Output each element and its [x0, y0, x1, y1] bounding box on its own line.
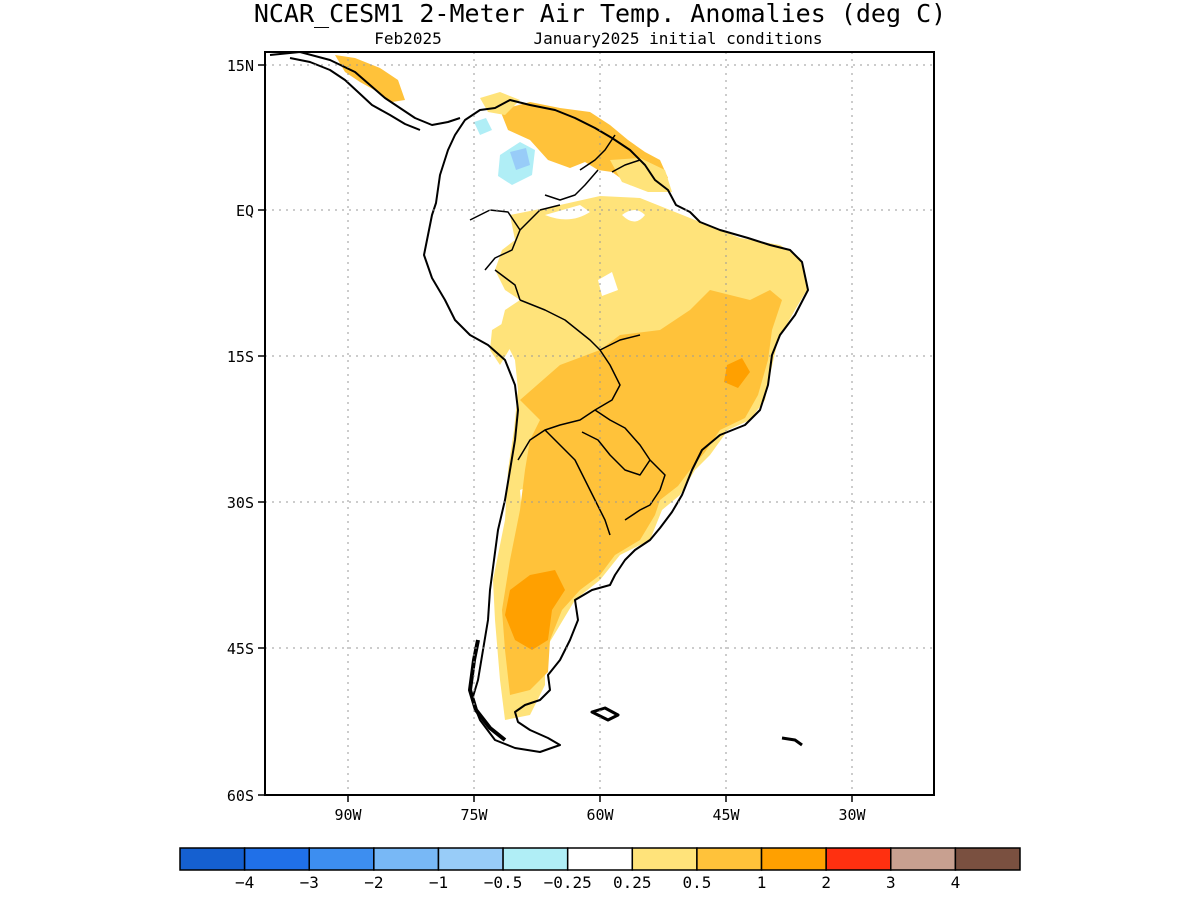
colorbar-label: −2	[364, 873, 383, 892]
latitude-labels: 15N EQ 15S 30S 45S 60S	[227, 57, 254, 805]
colorbar-label: 1	[757, 873, 767, 892]
colorbar-label: 2	[821, 873, 831, 892]
anomaly-shading	[335, 55, 808, 720]
colorbar-swatch	[243, 847, 310, 871]
colorbar-swatch	[437, 847, 504, 871]
colorbar-swatch	[308, 847, 375, 871]
grid-lines	[265, 52, 934, 795]
anomaly-region-dark-orange	[505, 570, 565, 650]
anomaly-gap	[598, 272, 618, 296]
colorbar-label: −3	[300, 873, 319, 892]
anomaly-region-orange	[502, 290, 782, 695]
lon-tick-label: 30W	[838, 806, 866, 824]
anomaly-gap	[622, 210, 645, 222]
colorbar-label: 3	[886, 873, 896, 892]
colorbar-swatch	[631, 847, 698, 871]
colorbar-label: 0.25	[613, 873, 652, 892]
anomaly-region-light-yellow	[490, 322, 512, 365]
colorbar-labels: −4 −3 −2 −1 −0.5 −0.25 0.25 0.5 1 2 3 4	[235, 873, 960, 892]
colorbar-swatch	[890, 847, 957, 871]
colorbar-swatch	[954, 847, 1021, 871]
colorbar-label: −0.25	[544, 873, 592, 892]
colorbar-swatch	[696, 847, 763, 871]
forecast-month: Feb2025	[374, 29, 441, 48]
colorbar-label: −0.5	[484, 873, 523, 892]
chile-fjords	[468, 639, 507, 742]
map-title: NCAR_CESM1 2-Meter Air Temp. Anomalies (…	[254, 0, 946, 28]
anomaly-region-blue	[510, 148, 530, 170]
colorbar-swatch	[825, 847, 892, 871]
lon-tick-label: 60W	[586, 806, 614, 824]
falkland-islands	[590, 706, 620, 722]
colorbar	[179, 847, 1021, 871]
lon-tick-label: 75W	[460, 806, 488, 824]
lon-tick-label: 90W	[334, 806, 362, 824]
colorbar-swatch	[566, 847, 634, 871]
central-america-coastline	[269, 52, 461, 131]
colorbar-swatch	[502, 847, 569, 871]
colorbar-label: 0.5	[682, 873, 711, 892]
anomaly-gap	[545, 205, 590, 220]
colorbar-swatch	[179, 847, 246, 871]
lat-tick-label: 15S	[227, 348, 254, 366]
south-georgia	[781, 736, 803, 747]
lat-tick-label: 15N	[227, 57, 254, 75]
colorbar-swatch	[760, 847, 827, 871]
lat-tick-label: 45S	[227, 640, 254, 658]
colorbar-label: 4	[951, 873, 961, 892]
anomaly-region-dark-orange	[724, 358, 750, 388]
coastlines	[269, 52, 809, 753]
colorbar-label: −4	[235, 873, 254, 892]
anomaly-region-orange	[335, 55, 405, 102]
colorbar-swatch	[373, 847, 440, 871]
colorbar-label: −1	[429, 873, 448, 892]
lon-tick-label: 45W	[712, 806, 740, 824]
initial-conditions: January2025 initial conditions	[534, 29, 823, 48]
anomaly-region-light-yellow	[610, 158, 672, 192]
tick-marks	[258, 64, 853, 802]
anomaly-region-light-blue	[474, 118, 492, 135]
lat-tick-label: 30S	[227, 494, 254, 512]
lat-tick-label: EQ	[236, 202, 254, 220]
country-borders	[469, 134, 666, 536]
lat-tick-label: 60S	[227, 787, 254, 805]
longitude-labels: 90W 75W 60W 45W 30W	[334, 806, 866, 824]
